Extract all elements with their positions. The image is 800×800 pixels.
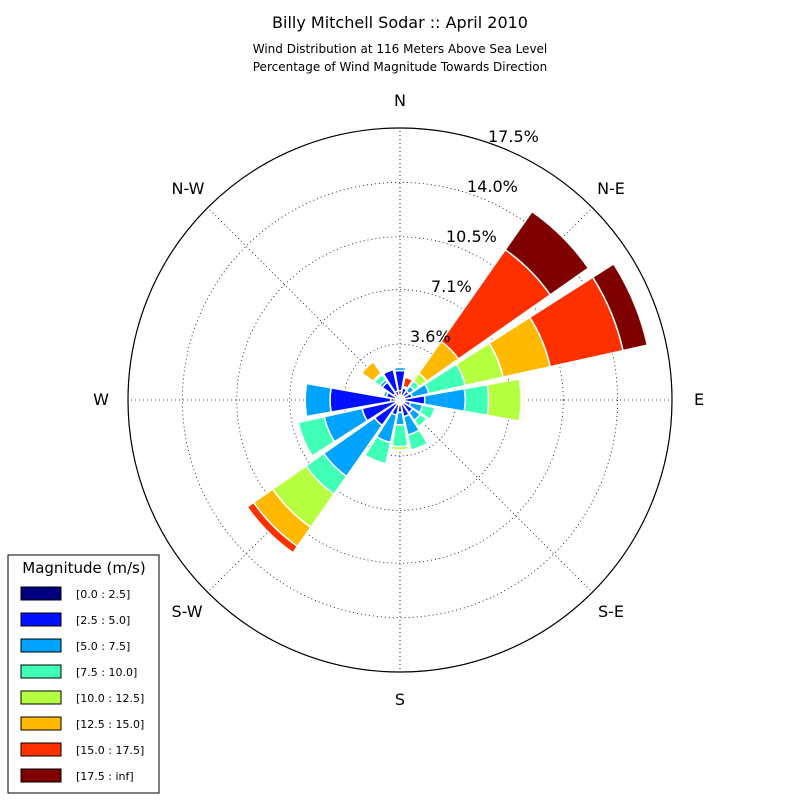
legend-label: [12.5 : 15.0] (76, 718, 144, 731)
chart-subtitle-line-2: Percentage of Wind Magnitude Towards Dir… (253, 60, 547, 74)
legend-label: [0.0 : 2.5] (76, 588, 130, 601)
wind-bar-segment (486, 378, 522, 422)
wind-bar-segment (393, 366, 407, 372)
wind-bar-segment (402, 376, 414, 390)
legend-label: [7.5 : 10.0] (76, 666, 137, 679)
direction-label-n: N (394, 91, 406, 110)
wind-bar-segment (390, 445, 410, 451)
grid-spoke (399, 399, 593, 593)
direction-label-ne: N-E (597, 179, 625, 198)
radial-tick-label-2: 7.1% (431, 277, 472, 296)
legend-swatch (20, 638, 62, 653)
wind-bar-segment (304, 382, 332, 418)
wind-bar-segment (360, 360, 383, 383)
wind-bar-segment (591, 262, 649, 352)
wind-bar-segment (363, 435, 392, 465)
legend-label: [10.0 : 12.5] (76, 692, 144, 705)
legend-swatch (20, 690, 62, 705)
legend-swatch (20, 586, 62, 601)
direction-label-nw: N-W (172, 179, 205, 198)
direction-label-s: S (395, 690, 405, 709)
wind-bar-segment (429, 406, 438, 422)
legend: Magnitude (m/s) [0.0 : 2.5] [2.5 : 5.0] [5… (7, 554, 160, 794)
wind-bar-segment (297, 415, 336, 457)
wind-bar-segment (520, 377, 526, 423)
legend-label: [5.0 : 7.5] (76, 640, 130, 653)
legend-label: [15.0 : 17.5] (76, 744, 144, 757)
wind-bar-segment (504, 210, 590, 296)
wind-bar-segment (380, 388, 387, 398)
wind-bar-segment (246, 501, 299, 554)
radial-tick-label-3: 10.5% (446, 227, 497, 246)
legend-swatch (20, 768, 62, 783)
direction-label-w: W (93, 390, 109, 409)
polar-frame (127, 127, 673, 673)
direction-label-e: E (694, 390, 704, 409)
grid-spoke (207, 207, 401, 401)
radial-tick-label-5: 17.5% (488, 127, 539, 146)
wind-sectors (246, 210, 649, 554)
grid-ring (236, 236, 564, 564)
wind-bar-segment (463, 383, 490, 417)
legend-swatch (20, 612, 62, 627)
wind-bar-segment (410, 442, 430, 453)
legend-swatch (20, 664, 62, 679)
grid-ring (181, 181, 619, 619)
chart-title: Billy Mitchell Sodar :: April 2010 (272, 13, 528, 32)
legend-label: [2.5 : 5.0] (76, 614, 130, 627)
legend-items: [0.0 : 2.5] [2.5 : 5.0] [5.0 : 7.5] [7.5 : … (20, 586, 144, 783)
legend-swatch (20, 742, 62, 757)
legend-label: [17.5 : inf] (76, 770, 134, 783)
chart-subtitle-line-1: Wind Distribution at 116 Meters Above Se… (253, 42, 548, 56)
radial-tick-label-4: 14.0% (467, 177, 518, 196)
legend-swatch (20, 716, 62, 731)
direction-label-se: S-E (598, 602, 624, 621)
wind-bar-segment (381, 367, 395, 375)
wind-bar-segment (417, 417, 430, 430)
direction-label-sw: S-W (171, 602, 202, 621)
radial-tick-label-1: 3.6% (410, 327, 451, 346)
legend-title: Magnitude (m/s) (22, 559, 145, 577)
